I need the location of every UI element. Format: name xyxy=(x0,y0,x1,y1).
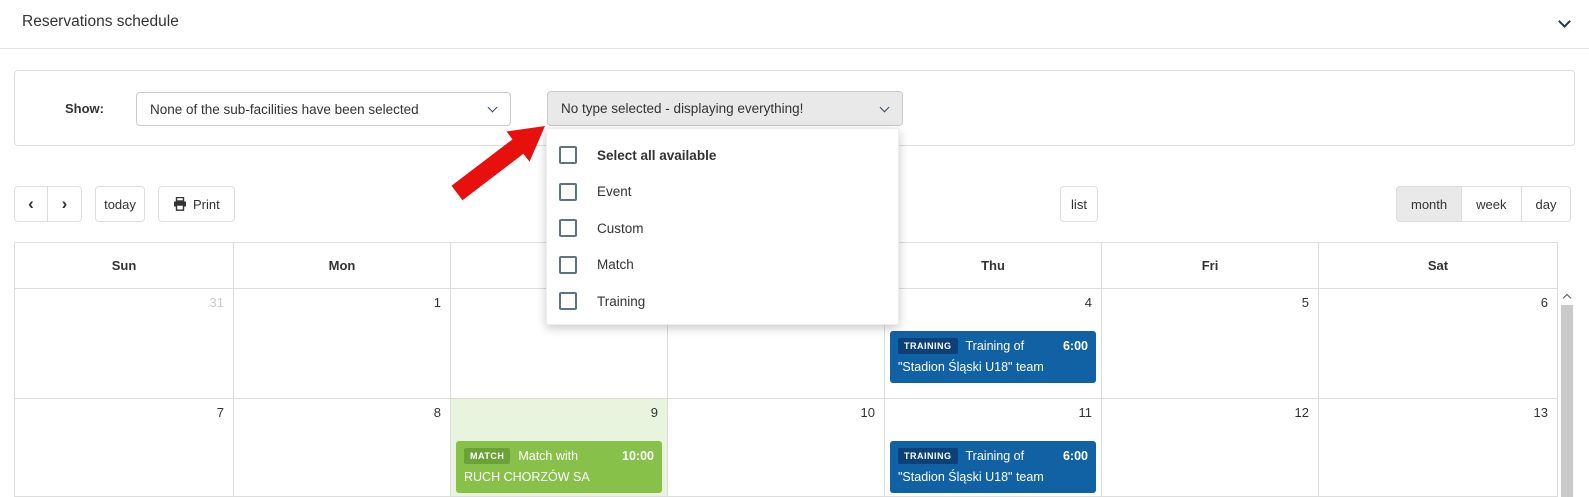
day-cell[interactable]: 8 xyxy=(234,399,451,496)
dropdown-option-select-all[interactable]: Select all available xyxy=(547,137,898,174)
view-switcher: month week day xyxy=(1396,186,1572,222)
scroll-up-button[interactable] xyxy=(1560,288,1574,304)
subfacility-select[interactable]: None of the sub-facilities have been sel… xyxy=(136,92,511,126)
event-type-badge: TRAINING xyxy=(898,338,958,354)
day-view-button[interactable]: day xyxy=(1521,186,1572,222)
day-cell[interactable]: 4 TRAINING Training of 6:00 "Stadion Ślą… xyxy=(885,289,1102,398)
chevron-down-icon xyxy=(881,104,889,112)
scrollbar-thumb[interactable] xyxy=(1561,305,1573,497)
day-header-fri: Fri xyxy=(1102,243,1319,288)
checkbox-icon[interactable] xyxy=(559,182,577,201)
type-select-value: No type selected - displaying everything… xyxy=(561,101,804,116)
day-cell[interactable]: 11 TRAINING Training of 6:00 "Stadion Śl… xyxy=(885,399,1102,496)
day-cell[interactable]: 5 xyxy=(1102,289,1319,398)
day-header-mon: Mon xyxy=(234,243,451,288)
calendar-scrollbar[interactable] xyxy=(1560,288,1574,497)
dropdown-option-event[interactable]: Event xyxy=(547,174,898,211)
day-cell-today[interactable]: 9 MATCH Match with 10:00 RUCH CHORZÓW SA xyxy=(451,399,668,496)
day-header-sun: Sun xyxy=(15,243,234,288)
event-type-badge: MATCH xyxy=(464,448,511,464)
print-button[interactable]: Print xyxy=(158,186,235,222)
day-header-sat: Sat xyxy=(1427,258,1449,273)
chevron-right-icon: › xyxy=(61,194,68,213)
day-cell[interactable]: 13 xyxy=(1319,399,1557,496)
day-cell[interactable]: 6 xyxy=(1319,289,1557,398)
checkbox-icon[interactable] xyxy=(559,292,577,311)
calendar-week-row: 7 8 9 MATCH Match with 10:00 RUCH CHORZÓ… xyxy=(15,399,1557,496)
chevron-down-icon xyxy=(489,104,497,112)
chevron-left-icon: ‹ xyxy=(28,194,34,213)
day-cell[interactable]: 7 xyxy=(15,399,234,496)
event-match[interactable]: MATCH Match with 10:00 RUCH CHORZÓW SA xyxy=(456,441,662,493)
day-cell[interactable]: 31 xyxy=(15,289,234,398)
filter-panel: Show: None of the sub-facilities have be… xyxy=(14,70,1575,146)
today-button[interactable]: today xyxy=(95,186,145,222)
event-type-badge: TRAINING xyxy=(898,448,958,464)
subfacility-select-value: None of the sub-facilities have been sel… xyxy=(150,101,419,117)
show-label: Show: xyxy=(65,100,104,116)
dropdown-option-custom[interactable]: Custom xyxy=(547,210,898,247)
collapse-chevron-icon[interactable] xyxy=(1560,17,1570,27)
header-divider xyxy=(0,48,1589,49)
day-header-thu: Thu xyxy=(885,243,1102,288)
list-view-button[interactable]: list xyxy=(1060,186,1098,222)
event-training[interactable]: TRAINING Training of 6:00 "Stadion Śląsk… xyxy=(890,441,1096,493)
checkbox-icon[interactable] xyxy=(559,255,577,274)
day-cell[interactable]: 1 xyxy=(234,289,451,398)
dropdown-option-match[interactable]: Match xyxy=(547,247,898,284)
prev-button[interactable]: ‹ xyxy=(14,186,48,222)
day-cell[interactable]: 10 xyxy=(668,399,885,496)
calendar-month-grid: Sun Mon Tue Wed Thu Fri Sat 31 1 2 3 4 xyxy=(14,242,1558,497)
printer-icon xyxy=(174,197,186,211)
type-dropdown-menu: Select all available Event Custom Match … xyxy=(546,128,899,325)
next-button[interactable]: › xyxy=(48,186,82,222)
calendar-nav-group: ‹ › xyxy=(14,186,82,222)
event-training[interactable]: TRAINING Training of 6:00 "Stadion Śląsk… xyxy=(890,331,1096,383)
month-view-button[interactable]: month xyxy=(1396,186,1463,222)
checkbox-icon[interactable] xyxy=(559,146,577,165)
week-view-button[interactable]: week xyxy=(1462,186,1522,222)
checkbox-icon[interactable] xyxy=(559,219,577,238)
page-title: Reservations schedule xyxy=(22,13,179,30)
day-cell[interactable]: 12 xyxy=(1102,399,1319,496)
dropdown-option-training[interactable]: Training xyxy=(547,283,898,320)
type-select[interactable]: No type selected - displaying everything… xyxy=(547,91,903,126)
